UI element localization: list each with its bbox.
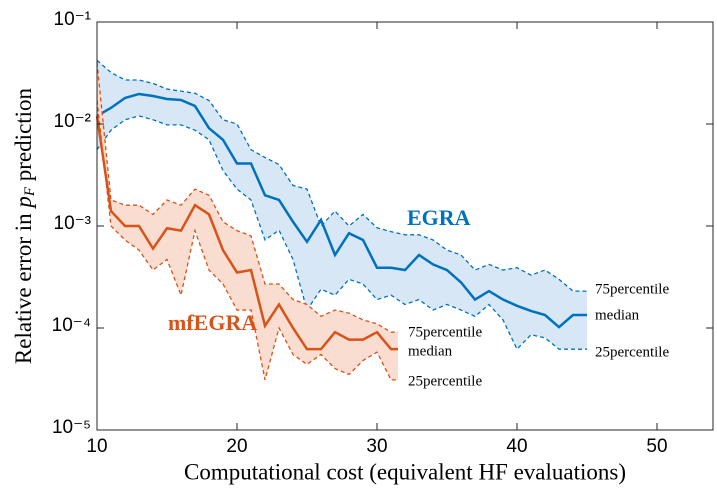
percentile-line: [96, 115, 587, 351]
band-label: median: [408, 343, 453, 359]
x-tick-label: 30: [366, 436, 387, 457]
x-tick-label: 20: [226, 436, 247, 457]
band: [97, 60, 587, 350]
percentile-line: [96, 100, 398, 381]
y-tick-label: 10⁻²: [54, 111, 92, 132]
series-label: mfEGRA: [168, 310, 257, 335]
band-label: 25percentile: [595, 344, 669, 360]
y-label-text: Relative error in: [11, 208, 36, 364]
median-line: [96, 92, 587, 329]
x-tick-label: 40: [506, 436, 527, 457]
band-label: 25percentile: [408, 373, 482, 389]
percentile-line: [96, 59, 587, 292]
y-tick-label: 10⁻⁵: [52, 417, 91, 438]
y-label-var: p: [11, 196, 36, 210]
y-label-text: prediction: [11, 87, 36, 186]
band-label: median: [595, 307, 640, 323]
series-label: EGRA: [407, 205, 471, 230]
band: [97, 62, 398, 380]
y-tick-label: 10⁻³: [54, 213, 92, 234]
y-tick-label: 10⁻⁴: [52, 315, 91, 336]
percentile-line: [96, 62, 398, 333]
x-tick-label: 10: [86, 436, 107, 457]
y-label-sub: F: [22, 186, 38, 197]
median-line: [95, 115, 398, 351]
band-label: 75percentile: [595, 281, 669, 297]
band-label: 75percentile: [408, 324, 482, 340]
x-axis-label: Computational cost (equivalent HF evalua…: [184, 459, 626, 484]
y-axis-label: Relative error in pF prediction: [11, 87, 38, 364]
x-tick-label: 50: [646, 436, 667, 457]
y-tick-label: 10⁻¹: [54, 9, 92, 30]
